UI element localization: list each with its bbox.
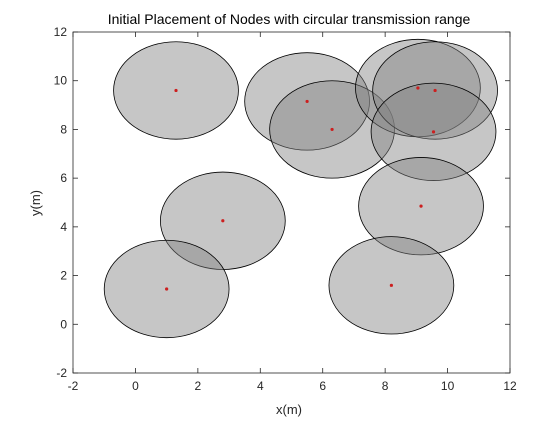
- node-point-10: [389, 283, 393, 287]
- chart-title: Initial Placement of Nodes with circular…: [108, 11, 471, 27]
- x-tick-label: 4: [257, 379, 264, 393]
- y-tick-label: 6: [60, 171, 67, 185]
- nodes: [165, 86, 437, 291]
- node-point-4: [416, 86, 420, 90]
- y-tick-label: 12: [54, 25, 68, 39]
- node-point-3: [330, 127, 334, 132]
- x-tick-label: 0: [132, 379, 139, 393]
- y-tick-label: 8: [60, 122, 67, 136]
- axis-ticks: -2 0 2 4 6 8 10 12 -2 0 2 4 6 8 10 12: [54, 25, 517, 393]
- node-point-7: [221, 219, 225, 223]
- y-tick-label: 0: [60, 317, 67, 331]
- y-axis-title: y(m): [28, 190, 43, 216]
- node-point-2: [305, 99, 309, 104]
- node-point-8: [419, 204, 423, 208]
- y-tick-label: 2: [60, 269, 67, 283]
- x-tick-label: 6: [319, 379, 326, 393]
- x-tick-label: 10: [441, 379, 455, 393]
- axes-box: [72, 31, 511, 374]
- x-tick-label: -2: [68, 379, 79, 393]
- node-point-9: [165, 287, 169, 291]
- y-tick-label: 10: [54, 74, 68, 88]
- transmission-ranges: [103, 38, 498, 339]
- x-tick-label: 12: [503, 379, 517, 393]
- node-point-6: [431, 130, 436, 134]
- x-tick-label: 2: [195, 379, 202, 393]
- y-tick-label: 4: [60, 220, 67, 234]
- node-point-1: [174, 88, 178, 93]
- y-tick-label: -2: [56, 366, 67, 380]
- x-axis-title: x(m): [276, 402, 302, 417]
- x-tick-label: 8: [382, 379, 389, 393]
- node-point-5: [433, 88, 437, 93]
